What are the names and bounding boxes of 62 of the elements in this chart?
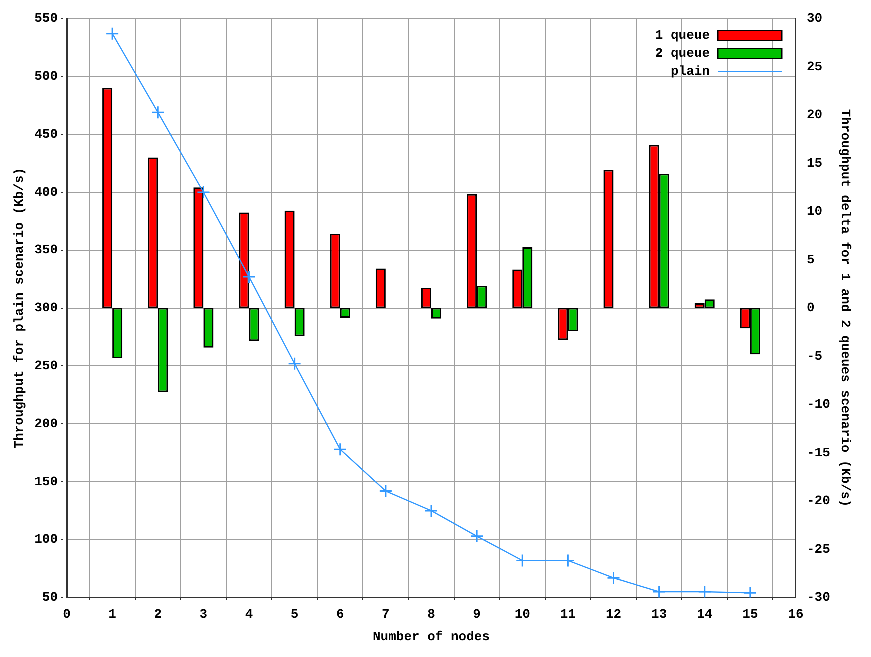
x-tick-label: 12 [606, 606, 622, 622]
point [151, 106, 165, 120]
y2-tick-label: 30 [806, 11, 823, 26]
y2-tick-label: 10 [806, 204, 823, 220]
x-tick-label: 11 [560, 606, 576, 622]
x-tick-label: 14 [697, 606, 713, 622]
y-tick-label: 150 [34, 474, 58, 490]
point [334, 442, 348, 456]
point [607, 571, 620, 585]
legend-label: 1 queue [655, 28, 710, 44]
point [516, 554, 530, 568]
y2-tick-label: 0 [806, 300, 815, 316]
x-tick-label: 13 [652, 606, 668, 622]
x-tick-label: 3 [200, 606, 208, 622]
point [561, 554, 575, 568]
point [242, 270, 256, 284]
point [379, 484, 393, 498]
y2-tick-label: 25 [806, 59, 823, 74]
y-axis-title: Throughput for plain scenario (Kb/s) [12, 168, 28, 449]
x-tick-label: 7 [382, 606, 390, 622]
x-tick-label: 1 [108, 606, 117, 622]
y-tick-label: 500 [34, 68, 58, 84]
y2-axis-title: Throughput delta for 1 and 2 queues scenario (Kb/s) [838, 109, 853, 508]
legend-label: plain [670, 64, 710, 80]
x-axis-title: Number of nodes [372, 629, 490, 644]
point [288, 357, 302, 371]
y2-tick-label: 20 [806, 108, 823, 123]
point [106, 27, 120, 41]
y-tick-label: 550 [34, 11, 58, 26]
y2-tick-label: -10 [806, 397, 831, 412]
x-tick-label: 4 [245, 606, 254, 622]
y-tick-label: 350 [34, 242, 58, 258]
y2-tick-label: -5 [806, 348, 823, 364]
x-tick-label: 16 [788, 606, 804, 622]
y-tick-label: 400 [34, 184, 58, 200]
x-tick-label: 6 [336, 606, 344, 622]
point [744, 586, 758, 598]
y2-tick-label: 5 [806, 252, 815, 268]
x-tick-label: 0 [63, 606, 72, 622]
point [196, 186, 210, 200]
x-tick-label: 10 [514, 606, 531, 622]
point [470, 530, 484, 544]
legend-label: 2 queue [655, 46, 710, 62]
x-tick-label: 5 [290, 606, 299, 622]
y-tick-label: 100 [34, 532, 58, 548]
y2-tick-label: -25 [806, 542, 831, 557]
x-tick-label: 9 [473, 606, 482, 622]
y-tick-label: 50 [42, 590, 58, 606]
x-tick-label: 15 [742, 606, 758, 622]
point [652, 585, 666, 598]
y-tick-label: 300 [34, 300, 58, 316]
point [698, 585, 712, 598]
y2-tick-label: 15 [806, 156, 823, 171]
x-tick-label: 2 [154, 606, 162, 622]
x-tick-label: 8 [428, 606, 436, 622]
y-tick-label: 250 [34, 358, 58, 374]
y2-tick-label: -30 [806, 590, 831, 606]
y-tick-label: 200 [34, 416, 58, 432]
y2-tick-label: -15 [806, 445, 831, 460]
y2-tick-label: -20 [806, 494, 831, 509]
y-tick-label: 450 [34, 126, 58, 142]
point [424, 504, 438, 518]
